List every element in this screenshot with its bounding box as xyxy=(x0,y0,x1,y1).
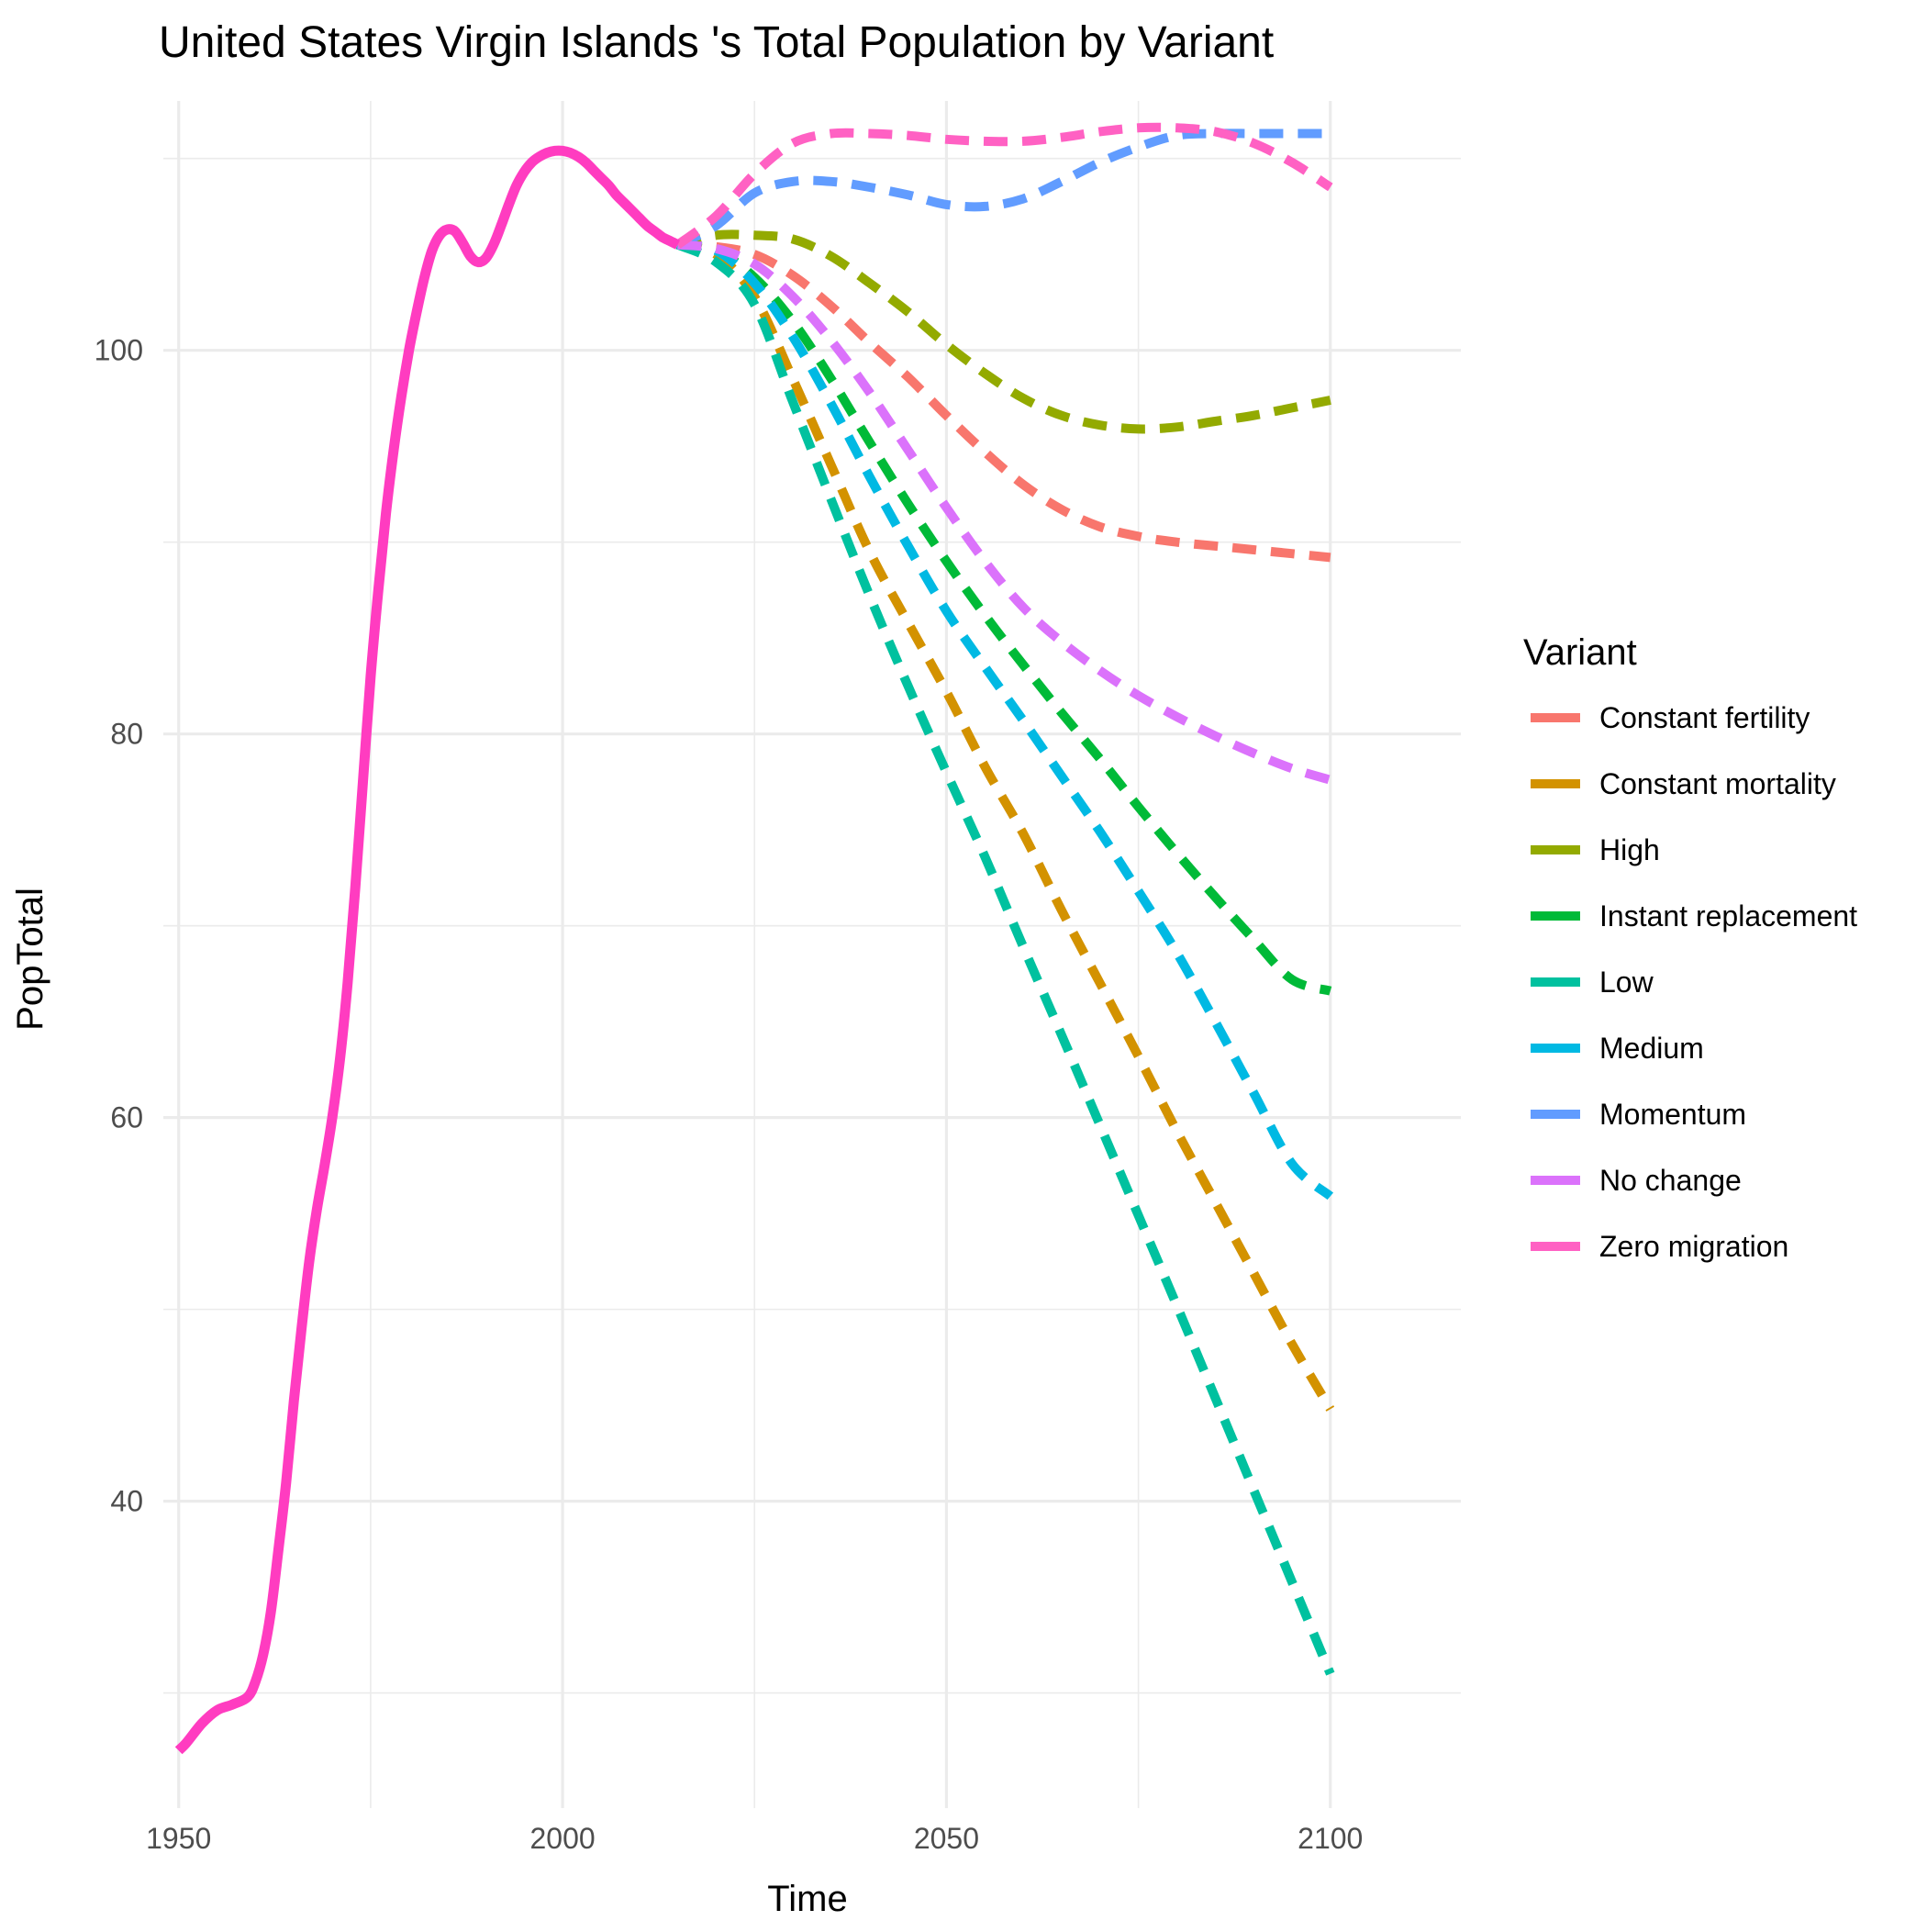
legend-label: Medium xyxy=(1599,1032,1704,1065)
series-line-high xyxy=(676,229,1331,434)
legend-label: No change xyxy=(1599,1164,1742,1197)
y-tick-label: 80 xyxy=(110,718,143,751)
y-tick-label: 60 xyxy=(110,1101,143,1134)
series-line-instant-replacement xyxy=(676,240,1332,996)
series-line-constant-mortality xyxy=(676,240,1335,1412)
x-tick-label: 2000 xyxy=(529,1822,595,1855)
x-tick-label: 2100 xyxy=(1298,1822,1363,1855)
legend-label: Momentum xyxy=(1599,1098,1746,1131)
grid xyxy=(163,101,1461,1808)
legend-label: High xyxy=(1599,833,1660,866)
y-axis-title: PopTotal xyxy=(10,888,50,1031)
x-axis-title: Time xyxy=(767,1879,847,1919)
series-line-momentum xyxy=(675,128,1331,250)
legend-label: Instant replacement xyxy=(1599,899,1857,932)
y-tick-label: 100 xyxy=(95,334,143,367)
legend-label: Constant mortality xyxy=(1599,767,1836,800)
legend-title: Variant xyxy=(1523,632,1637,673)
legend-label: Constant fertility xyxy=(1599,701,1810,734)
y-tick-label: 40 xyxy=(110,1485,143,1518)
series-lines xyxy=(174,122,1335,1755)
legend: Variant Constant fertility Constant morta… xyxy=(1523,632,1857,1263)
legend-label: Zero migration xyxy=(1599,1230,1788,1263)
series-line-no-change xyxy=(677,240,1332,785)
historical-line xyxy=(174,145,681,1755)
series-line-medium xyxy=(676,240,1334,1201)
x-tick-label: 2050 xyxy=(914,1822,979,1855)
series-line-constant-fertility xyxy=(677,240,1331,563)
x-tick-label: 1950 xyxy=(146,1822,211,1855)
chart-title: United States Virgin Islands 's Total Po… xyxy=(159,18,1274,67)
series-line-zero-migration xyxy=(674,122,1333,249)
tick-labels: 40 60 80 100 1950 2000 2050 2100 xyxy=(95,334,1364,1855)
legend-label: Low xyxy=(1599,966,1654,999)
series-line-low xyxy=(675,240,1335,1676)
